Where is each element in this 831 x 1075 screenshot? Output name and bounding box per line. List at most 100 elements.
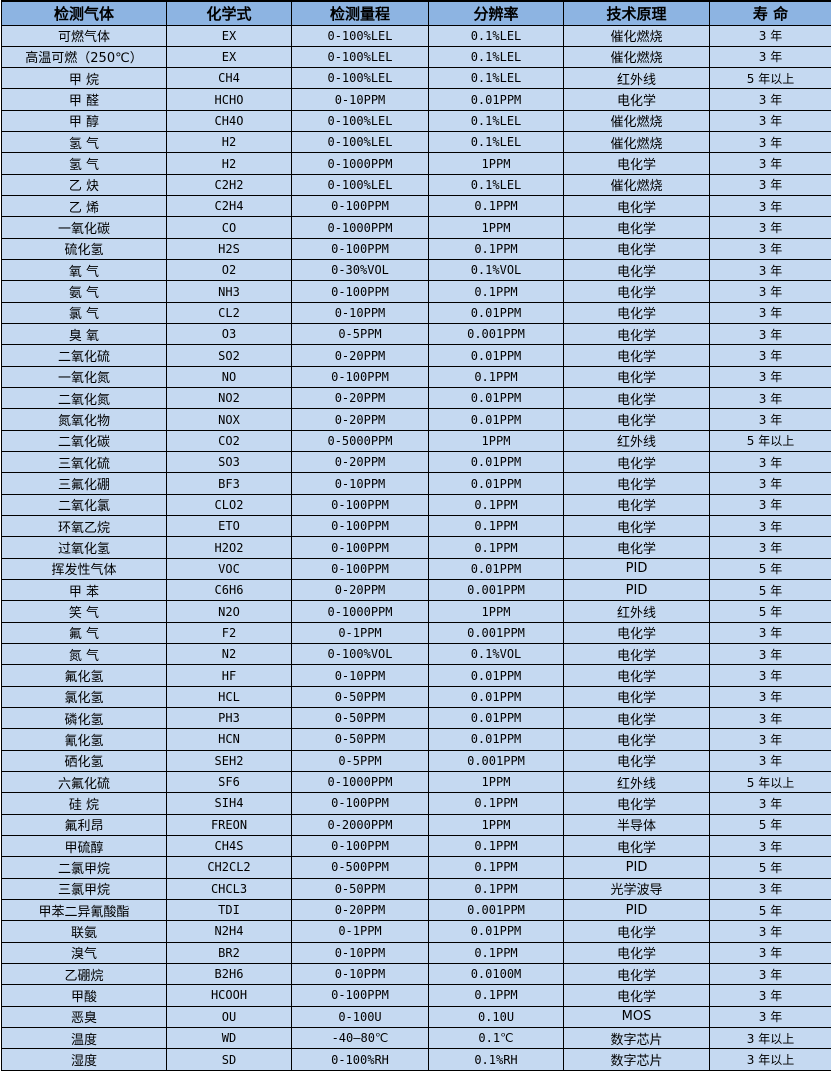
- cell-technology: 催化燃烧: [563, 131, 710, 154]
- table-row: 甲 烷 CH4 0-100%LEL 0.1%LEL 红外线 5 年以上: [1, 67, 831, 90]
- cell-technology: PID: [563, 898, 710, 922]
- cell-chemical-formula: ETO: [166, 515, 292, 538]
- table-row: 溴气 BR2 0-10PPM 0.1PPM 电化学 3 年: [1, 941, 831, 964]
- cell-technology: 电化学: [563, 195, 710, 218]
- cell-resolution: 0.01PPM: [428, 344, 564, 367]
- cell-detection-range: 0-1PPM: [291, 920, 429, 943]
- cell-lifespan: 3 年: [709, 45, 831, 69]
- cell-chemical-formula: NH3: [166, 280, 292, 303]
- cell-resolution: 0.1PPM: [428, 195, 564, 218]
- header-gas-name: 检测气体: [1, 0, 167, 26]
- cell-chemical-formula: CHCL3: [166, 877, 292, 900]
- cell-lifespan: 3 年: [709, 195, 831, 218]
- cell-detection-range: 0-5PPM: [291, 749, 429, 772]
- table-row: 乙硼烷 B2H6 0-10PPM 0.0100M 电化学 3 年: [1, 962, 831, 986]
- cell-lifespan: 3 年以上: [709, 1048, 831, 1071]
- cell-technology: 电化学: [563, 728, 710, 751]
- cell-gas-name: 氢 气: [1, 152, 167, 175]
- cell-gas-name: 甲硫醇: [1, 834, 167, 858]
- cell-technology: 红外线: [563, 67, 710, 90]
- cell-lifespan: 3 年: [709, 621, 831, 645]
- cell-technology: 光学波导: [563, 877, 710, 900]
- table-row: 臭 氧 O3 0-5PPM 0.001PPM 电化学 3 年: [1, 323, 831, 346]
- cell-resolution: 0.1PPM: [428, 237, 564, 261]
- cell-detection-range: 0-50PPM: [291, 877, 429, 900]
- cell-chemical-formula: SD: [166, 1048, 292, 1071]
- cell-detection-range: 0-10PPM: [291, 472, 429, 495]
- cell-lifespan: 5 年: [709, 856, 831, 879]
- cell-technology: 电化学: [563, 984, 710, 1007]
- cell-gas-name: 氮氧化物: [1, 408, 167, 431]
- cell-chemical-formula: HCOOH: [166, 984, 292, 1007]
- header-detection-range: 检测量程: [291, 0, 429, 26]
- cell-resolution: 0.01PPM: [428, 728, 564, 751]
- cell-detection-range: 0-100PPM: [291, 515, 429, 538]
- header-resolution: 分辨率: [428, 0, 564, 26]
- cell-gas-name: 磷化氢: [1, 706, 167, 730]
- cell-gas-name: 温度: [1, 1026, 167, 1050]
- cell-technology: 电化学: [563, 88, 710, 111]
- cell-gas-name: 氯化氢: [1, 685, 167, 709]
- cell-chemical-formula: CH4S: [166, 834, 292, 858]
- table-row: 高温可燃（250℃） EX 0-100%LEL 0.1%LEL 催化燃烧 3 年: [1, 45, 831, 69]
- cell-resolution: 0.1PPM: [428, 941, 564, 964]
- cell-gas-name: 甲 醛: [1, 88, 167, 111]
- cell-gas-name: 甲 醇: [1, 109, 167, 133]
- cell-technology: PID: [563, 557, 710, 581]
- cell-detection-range: 0-10PPM: [291, 664, 429, 687]
- cell-gas-name: 氯 气: [1, 301, 167, 325]
- cell-lifespan: 3 年: [709, 1005, 831, 1028]
- cell-resolution: 0.1%LEL: [428, 67, 564, 90]
- cell-lifespan: 3 年: [709, 259, 831, 282]
- cell-resolution: 0.10U: [428, 1005, 564, 1028]
- table-row: 联氨 N2H4 0-1PPM 0.01PPM 电化学 3 年: [1, 920, 831, 943]
- cell-chemical-formula: O2: [166, 259, 292, 282]
- cell-chemical-formula: NO: [166, 365, 292, 389]
- cell-resolution: 1PPM: [428, 813, 564, 836]
- cell-technology: 电化学: [563, 749, 710, 772]
- cell-lifespan: 3 年: [709, 152, 831, 175]
- cell-chemical-formula: OU: [166, 1005, 292, 1028]
- cell-detection-range: 0-500PPM: [291, 856, 429, 879]
- cell-chemical-formula: N2H4: [166, 920, 292, 943]
- cell-detection-range: 0-10PPM: [291, 941, 429, 964]
- cell-chemical-formula: C6H6: [166, 579, 292, 602]
- cell-detection-range: 0-50PPM: [291, 706, 429, 730]
- cell-detection-range: 0-10PPM: [291, 88, 429, 111]
- cell-gas-name: 乙 烯: [1, 195, 167, 218]
- table-row: 氟 气 F2 0-1PPM 0.001PPM 电化学 3 年: [1, 621, 831, 645]
- cell-technology: 电化学: [563, 792, 710, 815]
- table-row: 二氧化硫 SO2 0-20PPM 0.01PPM 电化学 3 年: [1, 344, 831, 367]
- cell-chemical-formula: SEH2: [166, 749, 292, 772]
- cell-technology: 电化学: [563, 216, 710, 239]
- cell-chemical-formula: CO: [166, 216, 292, 239]
- cell-gas-name: 氟 气: [1, 621, 167, 645]
- cell-technology: 电化学: [563, 536, 710, 559]
- cell-chemical-formula: BF3: [166, 472, 292, 495]
- cell-gas-name: 一氧化氮: [1, 365, 167, 389]
- cell-technology: 电化学: [563, 706, 710, 730]
- cell-technology: 电化学: [563, 685, 710, 709]
- cell-detection-range: 0-100%LEL: [291, 131, 429, 154]
- table-row: 氨 气 NH3 0-100PPM 0.1PPM 电化学 3 年: [1, 280, 831, 303]
- cell-detection-range: 0-100%LEL: [291, 24, 429, 47]
- cell-lifespan: 3 年: [709, 877, 831, 900]
- cell-gas-name: 笑 气: [1, 600, 167, 623]
- cell-chemical-formula: FREON: [166, 813, 292, 836]
- cell-detection-range: 0-50PPM: [291, 728, 429, 751]
- cell-chemical-formula: H2: [166, 152, 292, 175]
- cell-technology: 催化燃烧: [563, 24, 710, 47]
- cell-lifespan: 3 年: [709, 451, 831, 474]
- cell-lifespan: 5 年以上: [709, 67, 831, 90]
- cell-chemical-formula: SO2: [166, 344, 292, 367]
- header-chemical-formula: 化学式: [166, 0, 292, 26]
- header-lifespan: 寿 命: [709, 0, 831, 26]
- cell-chemical-formula: CL2: [166, 301, 292, 325]
- cell-lifespan: 5 年以上: [709, 770, 831, 794]
- cell-detection-range: 0-100PPM: [291, 536, 429, 559]
- cell-gas-name: 环氧乙烷: [1, 515, 167, 538]
- cell-resolution: 0.001PPM: [428, 898, 564, 922]
- cell-chemical-formula: HF: [166, 664, 292, 687]
- cell-technology: 电化学: [563, 664, 710, 687]
- cell-lifespan: 3 年: [709, 941, 831, 964]
